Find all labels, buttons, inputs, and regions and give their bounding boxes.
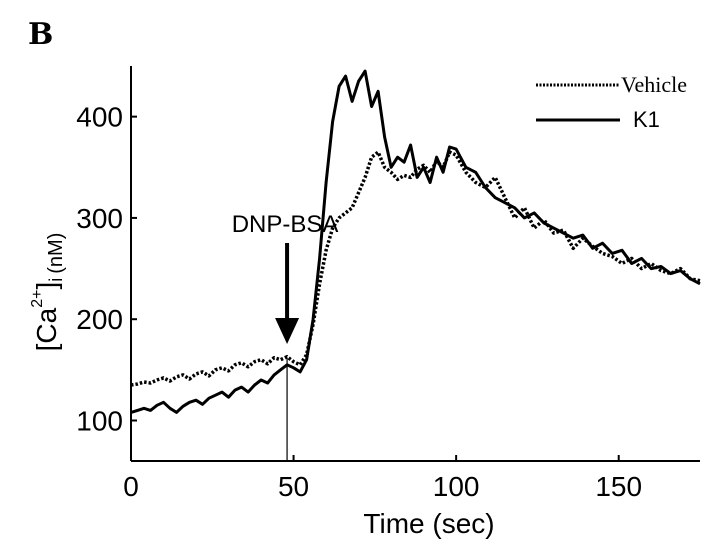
legend-label-k1: K1: [633, 107, 660, 132]
y-label-superscript: 2+: [29, 290, 46, 308]
panel-label: B: [28, 17, 53, 52]
axes: [130, 66, 700, 462]
y-label-main: [Ca: [31, 307, 62, 351]
annotation-arrowhead-icon: [275, 318, 300, 344]
series-line-vehicle: [130, 150, 701, 387]
series-lines: [130, 69, 701, 414]
y-label-subscript: i: [46, 278, 66, 282]
x-axis-label: Time (sec): [363, 508, 494, 539]
legend-label-vehicle: Vehicle: [621, 72, 687, 97]
x-tick-label: 150: [595, 471, 642, 502]
y-tick-labels: 100 200 300 400: [76, 102, 123, 437]
series-line-k1: [130, 69, 701, 414]
y-tick-label: 200: [76, 304, 123, 335]
y-axis-label: [Ca2+]i (nM): [29, 233, 67, 352]
y-tick-label: 100: [76, 405, 123, 436]
annotation-label: DNP-BSA: [232, 211, 339, 238]
legend: Vehicle K1: [536, 72, 687, 132]
y-label-unit: (nM): [45, 233, 67, 274]
svg-text:[Ca2+]i(nM): [Ca2+]i (nM): [29, 233, 67, 352]
x-tick-label: 100: [433, 471, 480, 502]
x-tick-label: 0: [123, 471, 139, 502]
annotation-group: DNP-BSA: [232, 211, 339, 461]
y-tick-label: 400: [76, 102, 123, 133]
x-tick-labels: 0 50 100 150: [123, 471, 642, 502]
y-tick-label: 300: [76, 203, 123, 234]
x-tick-label: 50: [278, 471, 309, 502]
y-label-close: ]: [31, 282, 62, 290]
